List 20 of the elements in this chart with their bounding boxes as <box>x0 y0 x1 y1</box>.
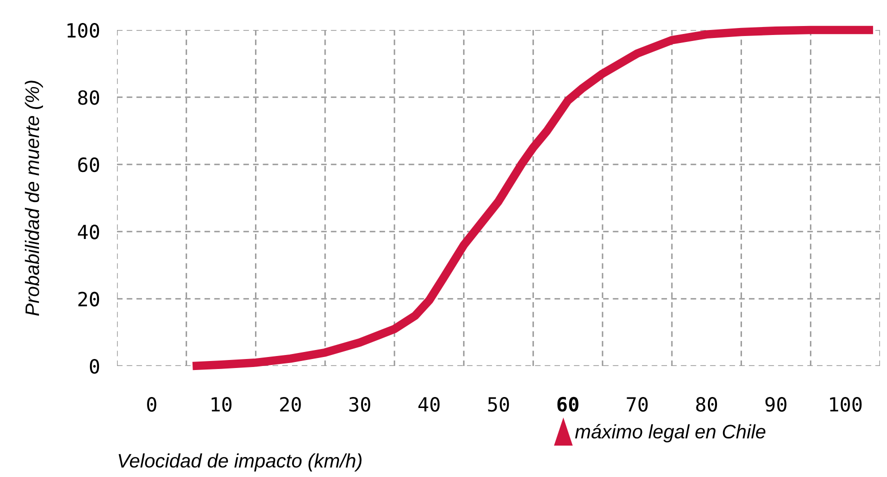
y-tick-label: 80 <box>78 90 100 105</box>
x-tick-label: 70 <box>626 397 648 412</box>
x-axis-title: Velocidad de impacto (km/h) <box>118 453 362 472</box>
x-tick-label: 0 <box>147 397 156 412</box>
x-tick-label: 80 <box>696 397 718 412</box>
x-tick-label: 10 <box>212 397 232 412</box>
x-tick-label: 100 <box>830 397 862 412</box>
x-tick-label: 60 <box>557 396 578 412</box>
x-tick-label: 40 <box>418 397 440 412</box>
y-tick-label: 40 <box>78 224 100 240</box>
y-tick-label: 100 <box>68 23 100 38</box>
x-tick-label: 50 <box>488 397 509 412</box>
x-tick-label: 20 <box>280 397 301 412</box>
text: máximo legal en Chile <box>575 424 766 442</box>
y-axis-title: Probabilidad de muerte (%) <box>24 80 43 316</box>
y-tick-label: 60 <box>78 157 100 172</box>
x-tick-label: 90 <box>765 397 786 412</box>
y-tick-label: 20 <box>78 292 100 307</box>
x-tick-label: 30 <box>349 397 370 412</box>
y-tick-label: 0 <box>90 359 100 374</box>
